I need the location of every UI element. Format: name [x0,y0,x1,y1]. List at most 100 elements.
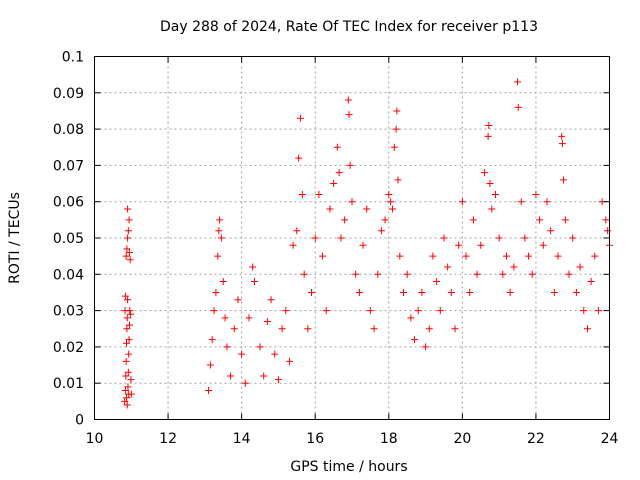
data-point [278,325,286,333]
data-point [271,350,279,358]
x-tick-label: 22 [527,431,545,447]
data-point [499,270,507,278]
data-point [503,252,510,260]
data-point [388,205,396,213]
data-point [506,288,514,296]
data-point [447,288,455,296]
data-point [455,241,463,249]
data-point [411,336,419,344]
data-point [370,325,378,333]
tick-layer: 0 0.01 0.02 0.03 0.04 0.05 0.06 0.07 0.08 0.09 0.1… [53,50,619,448]
data-point [525,252,533,260]
data-point [230,325,238,333]
y-tick-label: 0.06 [53,195,84,211]
data-point [422,343,430,351]
data-point [126,256,134,264]
data-point [124,383,132,391]
data-point [517,198,525,206]
data-point [214,252,222,260]
y-tick-label: 0 [75,413,84,429]
data-point [392,125,400,133]
data-point [580,307,588,315]
y-tick-label: 0.04 [53,267,84,283]
data-point [346,161,354,169]
data-point [477,241,485,249]
data-point [558,140,566,148]
data-point [127,310,135,318]
data-point [366,307,374,315]
data-point [363,205,371,213]
data-point [123,314,131,322]
data-point [311,234,319,242]
data-point [125,249,133,257]
data-point [298,190,306,198]
data-point [124,368,132,376]
data-point [396,252,404,260]
data-point [300,270,308,278]
data-point [591,252,599,260]
data-point [285,357,293,365]
data-point [223,343,231,351]
data-point [536,216,544,224]
x-tick-label: 10 [86,431,104,447]
data-point [345,111,353,119]
chart-title: Day 288 of 2024, Rate Of TEC Index for r… [160,19,538,35]
data-point [543,198,551,206]
data-point [219,278,227,286]
data-point [495,234,503,242]
data-point [124,296,132,304]
data-point [308,288,316,296]
data-point [208,336,216,344]
x-tick-label: 20 [453,431,471,447]
data-point [123,339,131,347]
data-point [121,307,129,315]
data-point [234,296,242,304]
data-point [521,234,529,242]
data-point [374,270,382,278]
data-point [125,336,133,344]
data-point [206,361,214,369]
data-point [514,78,522,86]
data-point [123,401,131,409]
data-point [122,357,130,365]
data-point [359,241,367,249]
data-point [486,180,494,188]
data-point [319,252,327,260]
data-point [393,107,401,115]
data-point [260,372,268,380]
data-point [451,325,459,333]
x-tick-label: 24 [601,431,619,447]
data-point [124,205,132,213]
data-point [344,96,352,104]
data-point [293,227,301,235]
data-point [125,390,133,398]
data-point [122,372,130,380]
data-point [212,288,220,296]
data-point [121,292,129,300]
data-point [125,350,133,358]
data-point [256,343,264,351]
data-point [315,190,323,198]
data-point [407,314,415,322]
data-point [583,325,591,333]
data-point [539,241,547,249]
data-point [466,288,474,296]
data-point [602,216,610,224]
data-point [561,216,569,224]
data-point [387,198,395,206]
y-tick-label: 0.09 [53,86,84,102]
data-point [390,143,398,151]
data-point [469,216,477,224]
grid-layer [94,56,610,420]
data-point [249,263,257,271]
data-point [440,234,448,242]
data-point [462,252,470,260]
data-point [227,372,235,380]
data-point [444,263,452,271]
data-point [125,216,133,224]
data-point [433,278,441,286]
data-point [123,394,131,402]
data-point [341,216,349,224]
data-point [532,190,540,198]
